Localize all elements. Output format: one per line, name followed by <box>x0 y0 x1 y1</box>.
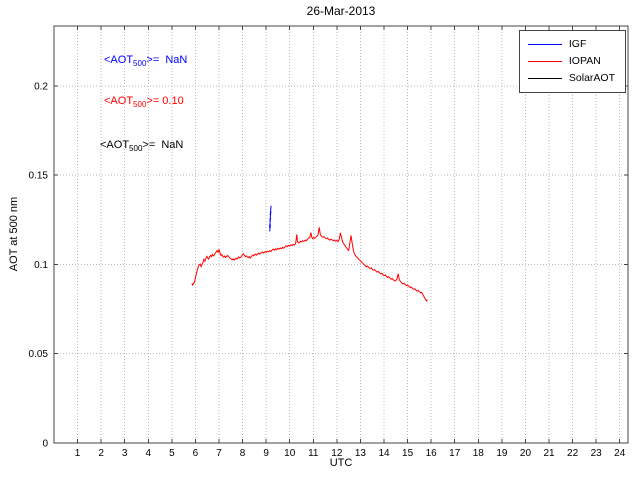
x-tick-label: 8 <box>240 448 246 459</box>
y-tick-label: 0.05 <box>29 349 49 360</box>
legend-entry-igf: IGF <box>527 36 615 53</box>
legend-label: IOPAN <box>568 55 601 68</box>
annotation-prefix: <AOT <box>104 95 134 107</box>
mean-aot-annotation-iopan: <AOT500>= 0.10 <box>104 95 184 109</box>
x-tick-label: 19 <box>496 448 508 459</box>
axes-box <box>53 25 629 444</box>
x-tick-label: 1 <box>75 448 81 459</box>
mean-aot-annotation-igf: <AOT500>= NaN <box>104 54 187 68</box>
x-tick-label: 15 <box>402 448 414 459</box>
annotation-value: >= NaN <box>142 139 184 151</box>
series-line-iopan <box>191 227 428 302</box>
annotation-prefix: <AOT <box>104 54 134 66</box>
legend-line-sample-icon <box>527 43 562 46</box>
legend-entry-iopan: IOPAN <box>527 53 615 70</box>
series-line-igf <box>269 205 272 232</box>
x-axis-label: UTC <box>329 457 353 469</box>
x-tick-label: 7 <box>216 448 222 459</box>
x-tick-label: 24 <box>614 448 626 459</box>
annotation-value: >= 0.10 <box>146 95 184 107</box>
annotation-subscript: 500 <box>133 100 147 110</box>
x-tick-label: 18 <box>473 448 485 459</box>
x-tick-label: 12 <box>331 448 343 459</box>
y-tick-label: 0 <box>42 439 48 450</box>
x-tick-label: 23 <box>591 448 603 459</box>
x-tick-label: 5 <box>169 448 175 459</box>
x-tick-label: 10 <box>284 448 296 459</box>
legend-line-sample-icon <box>527 60 562 63</box>
legend: IGF IOPAN SolarAOT <box>518 30 626 93</box>
x-tick-label: 17 <box>449 448 461 459</box>
x-tick-label: 2 <box>98 448 104 459</box>
y-tick-label: 0.15 <box>29 171 49 182</box>
annotation-prefix: <AOT <box>100 139 130 151</box>
y-tick-label: 0.1 <box>34 260 48 271</box>
annotation-value: >= NaN <box>146 54 188 66</box>
legend-label: IGF <box>568 38 587 51</box>
legend-entry-solaraot: SolarAOT <box>527 70 615 87</box>
legend-label: SolarAOT <box>568 72 615 85</box>
x-tick-label: 13 <box>355 448 367 459</box>
x-tick-label: 11 <box>308 448 319 459</box>
annotation-subscript: 500 <box>129 144 143 154</box>
chart-title: 26-Mar-2013 <box>306 4 376 18</box>
x-tick-label: 9 <box>263 448 269 459</box>
x-tick-label: 21 <box>543 448 555 459</box>
x-tick-label: 14 <box>378 448 390 459</box>
annotation-subscript: 500 <box>133 59 147 69</box>
x-tick-label: 20 <box>520 448 532 459</box>
x-tick-label: 3 <box>122 448 128 459</box>
y-tick-label: 0.2 <box>34 81 48 92</box>
legend-line-sample-icon <box>527 77 562 80</box>
x-tick-label: 22 <box>567 448 579 459</box>
x-tick-label: 6 <box>193 448 199 459</box>
x-tick-label: 4 <box>146 448 152 459</box>
x-tick-label: 16 <box>426 448 438 459</box>
mean-aot-annotation-solaraot: <AOT500>= NaN <box>100 139 183 153</box>
y-axis-label: AOT at 500 nm <box>8 196 20 272</box>
